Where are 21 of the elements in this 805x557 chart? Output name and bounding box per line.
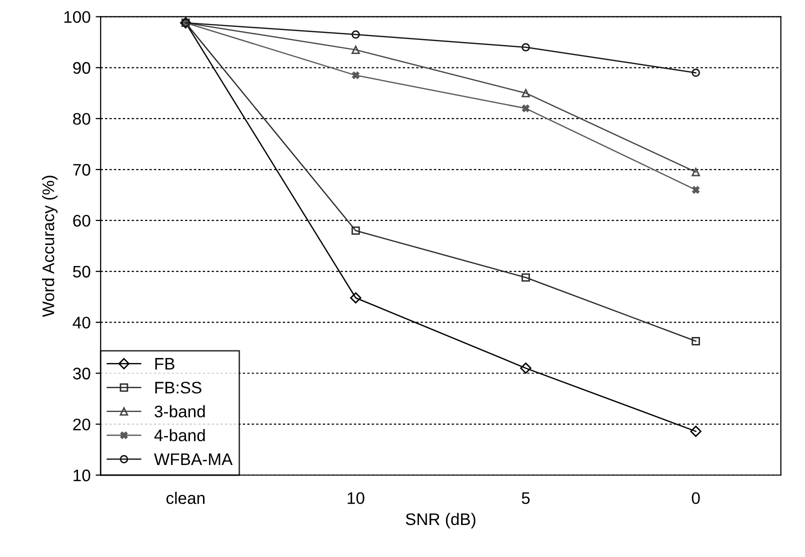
y-tick-label: 60 xyxy=(73,214,90,227)
y-tick-label: 80 xyxy=(73,112,90,125)
y-tick-label: 50 xyxy=(73,266,90,278)
y-tick-label: 100 xyxy=(64,11,90,23)
legend-label: WFBA-MA xyxy=(154,454,233,465)
legend-label: FB xyxy=(155,358,174,370)
legend-label: FB:SS xyxy=(155,382,202,394)
y-tick-label: 90 xyxy=(73,62,90,74)
y-tick-label: 20 xyxy=(73,418,90,430)
x-axis-title: SNR (dB) xyxy=(406,512,476,528)
x-tick-label: 5 xyxy=(522,492,530,504)
x-tick-label: clean xyxy=(166,492,204,504)
y-tick-label: 40 xyxy=(72,316,90,329)
x-tick-label: 0 xyxy=(692,492,700,504)
y-tick-label: 70 xyxy=(73,164,90,176)
x-tick-label: 10 xyxy=(348,492,364,504)
legend-label: 4-band xyxy=(154,429,205,442)
y-axis-title: Word Accuracy (%) xyxy=(42,176,58,318)
legend-label: 3-band xyxy=(154,405,205,418)
y-tick-label: 30 xyxy=(73,368,90,380)
y-tick-label: 10 xyxy=(74,470,90,482)
